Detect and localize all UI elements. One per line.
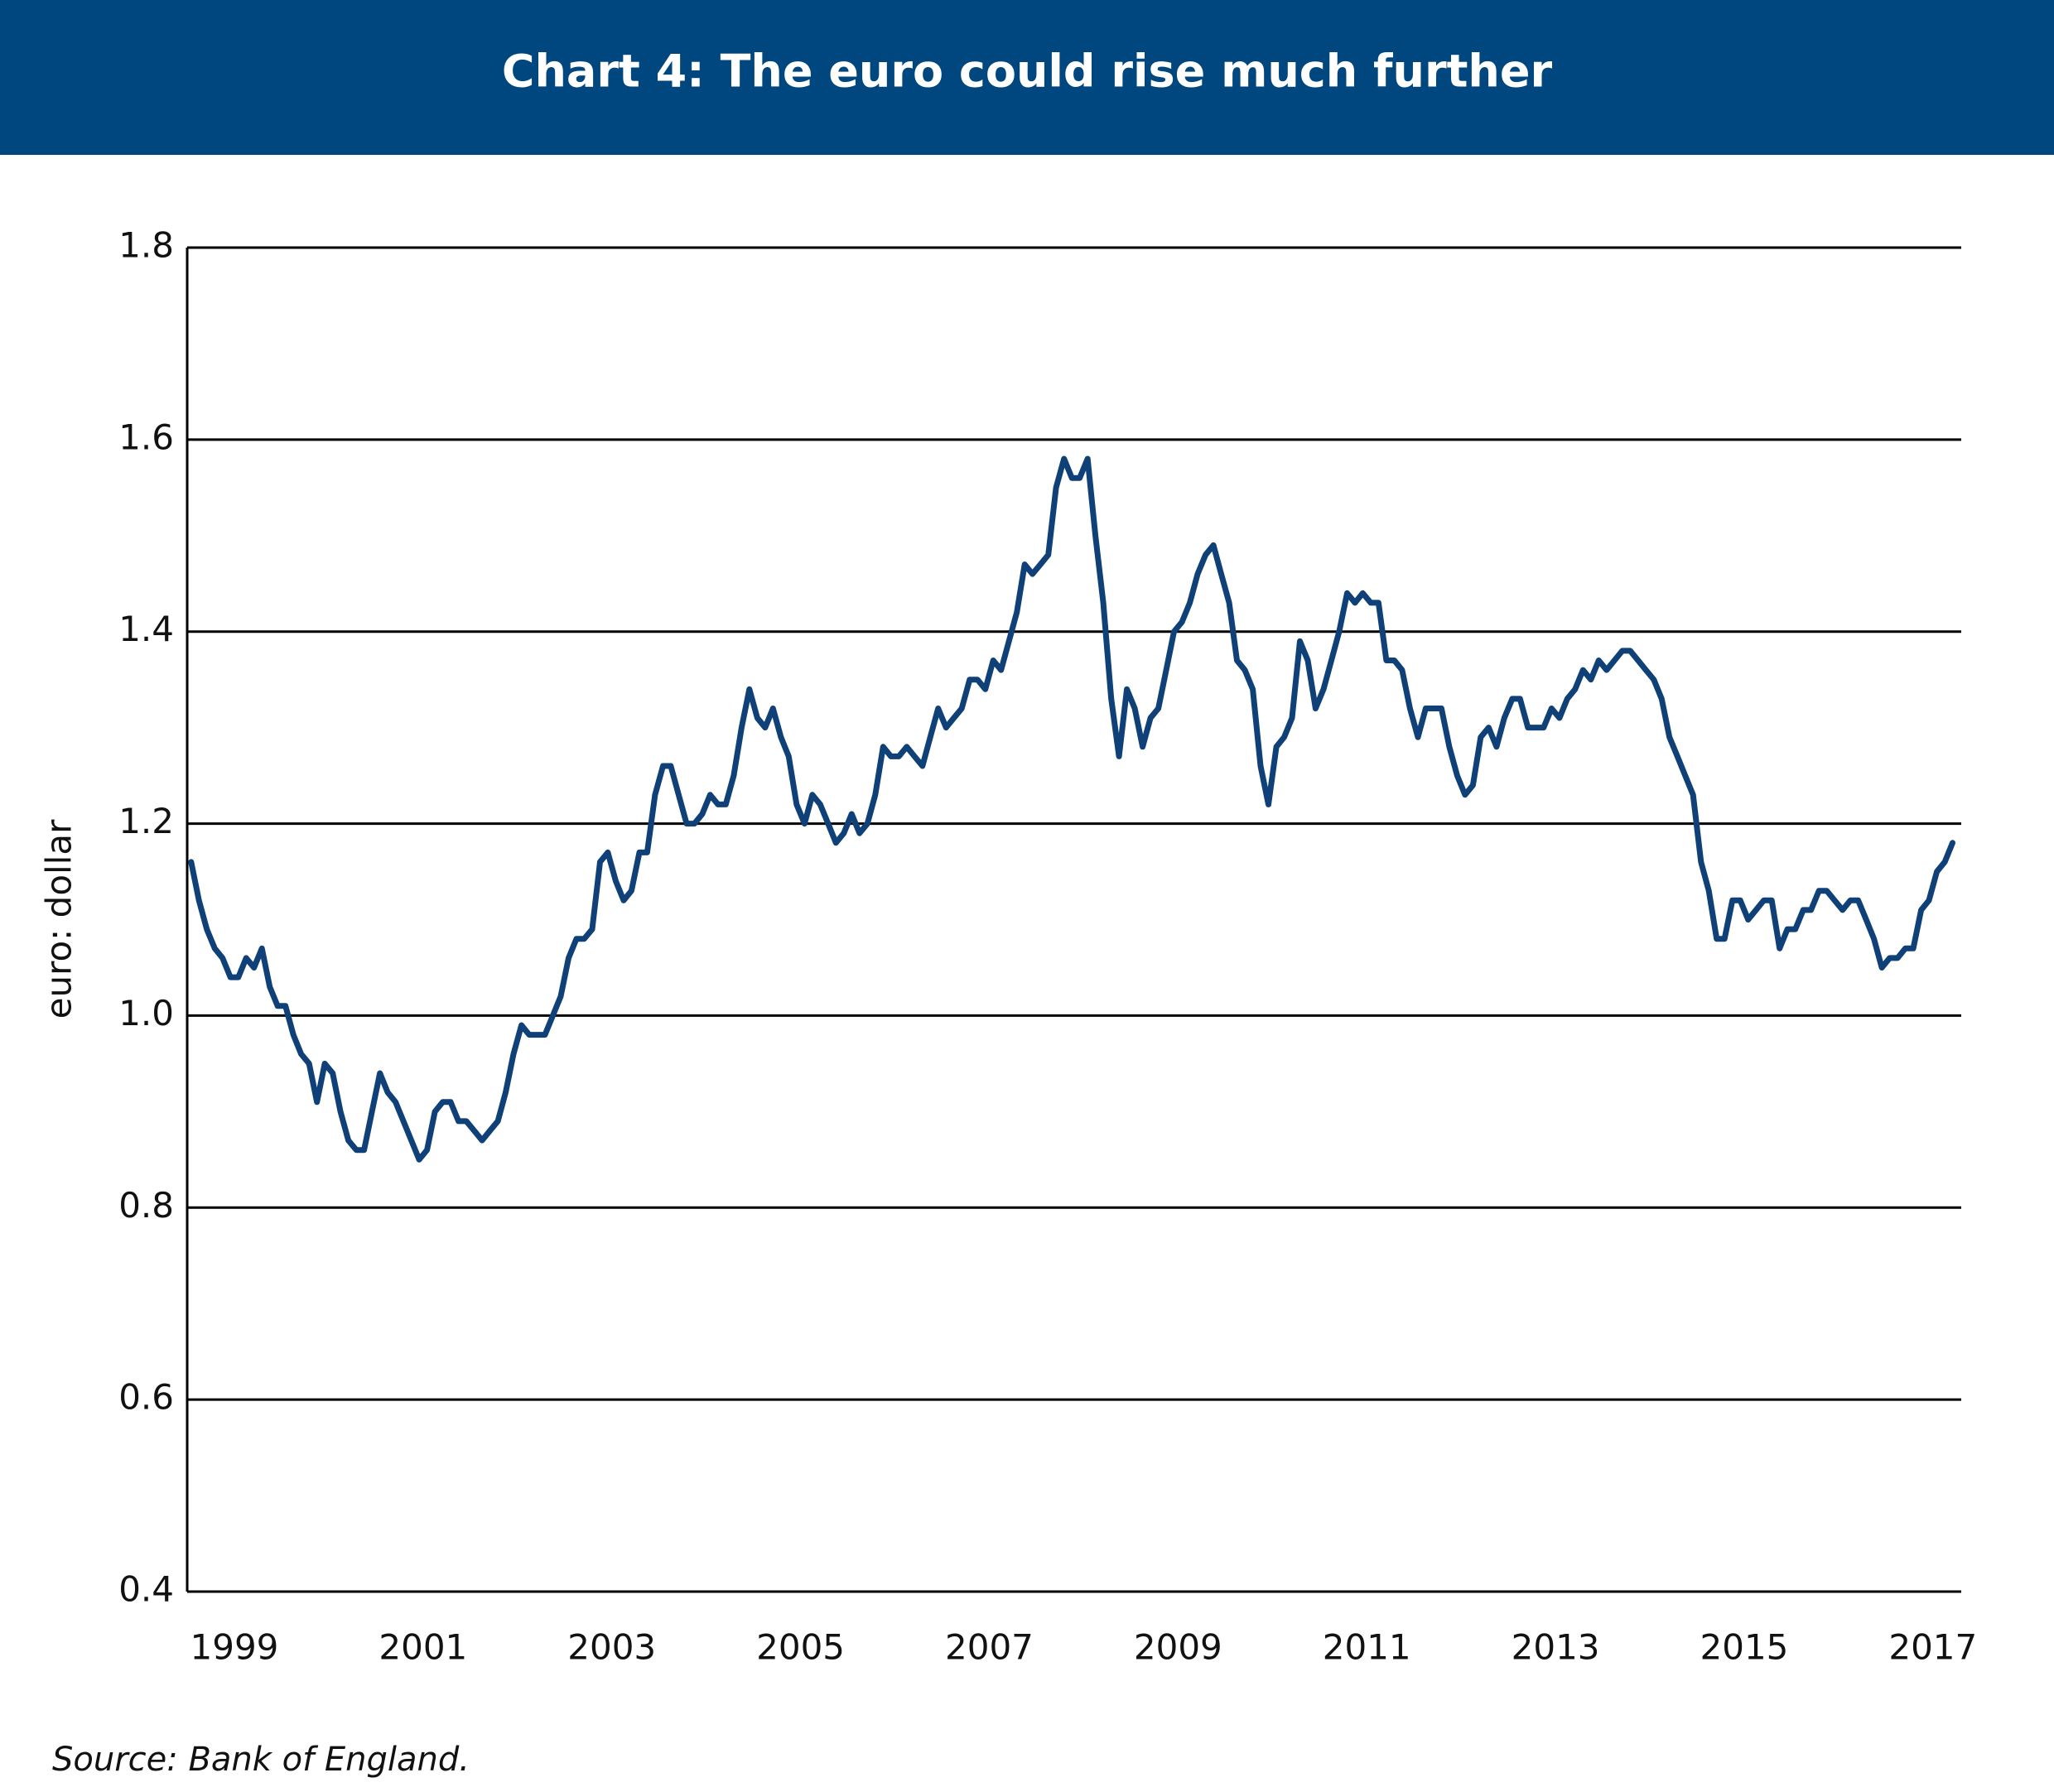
- source-note: Source: Bank of England.: [52, 1741, 470, 1779]
- y-tick-label: 0.6: [118, 1377, 174, 1418]
- x-tick-label: 2005: [756, 1627, 845, 1668]
- y-tick-label: 0.4: [118, 1569, 174, 1610]
- y-axis-label: euro: dollar: [39, 819, 80, 1019]
- chart-title: Chart 4: The euro could rise much furthe…: [502, 46, 1553, 98]
- title-bar: [0, 0, 2054, 155]
- x-tick-label: 2015: [1700, 1627, 1789, 1668]
- y-tick-label: 1.2: [118, 801, 174, 841]
- y-tick-label: 0.8: [118, 1185, 174, 1226]
- x-tick-label: 2013: [1512, 1627, 1600, 1668]
- x-tick-label: 2001: [378, 1627, 467, 1668]
- x-tick-label: 2009: [1134, 1627, 1222, 1668]
- x-tick-label: 2011: [1323, 1627, 1411, 1668]
- y-tick-label: 1.4: [118, 609, 174, 649]
- data-line: [188, 455, 1955, 1163]
- x-tick-label: 1999: [190, 1627, 279, 1668]
- x-tick-label: 2003: [567, 1627, 656, 1668]
- y-tick-label: 1.6: [118, 417, 174, 457]
- x-tick-label: 2017: [1888, 1627, 1977, 1668]
- y-tick-label: 1.0: [118, 993, 174, 1033]
- x-tick-label: 2007: [945, 1627, 1034, 1668]
- y-tick-label: 1.8: [118, 225, 174, 266]
